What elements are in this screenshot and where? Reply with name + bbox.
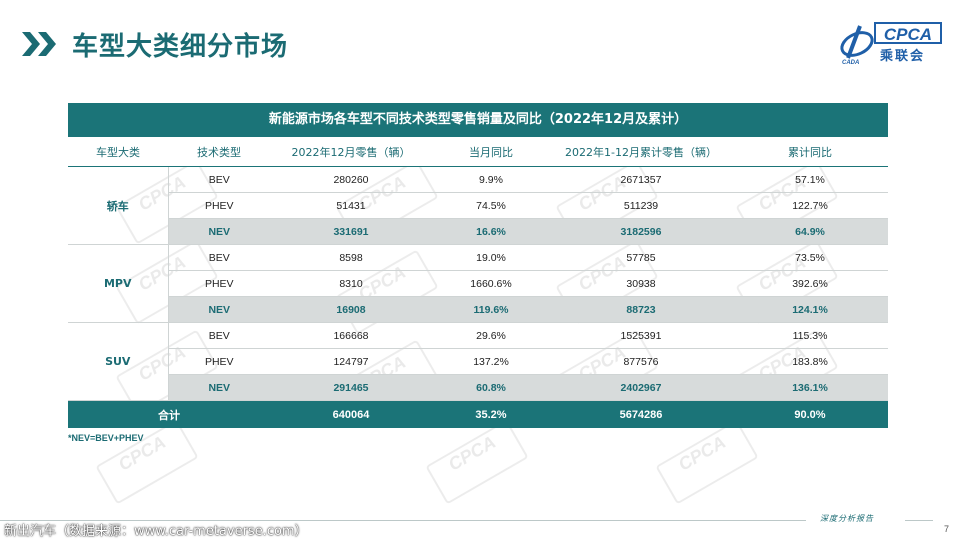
logo-swirl-icon	[840, 25, 874, 59]
cell-dec: 291465	[270, 374, 432, 401]
header-cell: 2022年1-12月累计零售（辆）	[550, 137, 732, 167]
cell-ytd-yoy: 136.1%	[732, 374, 888, 401]
header-cell: 当月同比	[432, 137, 550, 167]
cell-dec: 166668	[270, 322, 432, 349]
cell-dec: 51431	[270, 192, 432, 219]
total-ytd-yoy: 90.0%	[732, 400, 888, 428]
footer-divider	[0, 520, 806, 521]
table-row: PHEV 124797 137.2% 877576 183.8%	[68, 348, 888, 375]
footer-tagline: 深度分析报告	[820, 514, 874, 523]
table-row: NEV 291465 60.8% 2402967 136.1%	[68, 374, 888, 401]
cell-tech: NEV	[168, 296, 270, 323]
cell-mom: 119.6%	[432, 296, 550, 323]
total-mom: 35.2%	[432, 400, 550, 428]
table-row: MPV BEV 8598 19.0% 57785 73.5%	[68, 244, 888, 323]
page-number: 7	[944, 524, 950, 534]
cell-ytd-yoy: 57.1%	[732, 166, 888, 193]
cell-ytd: 3182596	[550, 218, 732, 245]
table-caption: 新能源市场各车型不同技术类型零售销量及同比（2022年12月及累计）	[68, 103, 888, 137]
cell-mom: 19.0%	[432, 244, 550, 271]
watermark: CPCA	[655, 419, 759, 505]
cell-ytd-yoy: 64.9%	[732, 218, 888, 245]
cell-dec: 124797	[270, 348, 432, 375]
cell-tech: BEV	[168, 322, 270, 349]
category-cell: 轿车	[68, 166, 169, 245]
table-row: NEV 16908 119.6% 88723 124.1%	[68, 296, 888, 323]
table-row: PHEV 51431 74.5% 511239 122.7%	[68, 192, 888, 219]
total-dec: 640064	[270, 400, 432, 428]
cell-dec: 16908	[270, 296, 432, 323]
cell-dec: 331691	[270, 218, 432, 245]
cell-ytd-yoy: 124.1%	[732, 296, 888, 323]
total-ytd: 5674286	[550, 400, 732, 428]
logo-small-text: CADA	[842, 60, 860, 66]
cell-ytd-yoy: 183.8%	[732, 348, 888, 375]
cell-ytd: 877576	[550, 348, 732, 375]
header-cell: 车型大类	[68, 137, 168, 167]
sales-table: 新能源市场各车型不同技术类型零售销量及同比（2022年12月及累计） 车型大类 …	[68, 103, 888, 428]
cell-mom: 74.5%	[432, 192, 550, 219]
cell-tech: PHEV	[168, 348, 270, 375]
table-row: NEV 331691 16.6% 3182596 64.9%	[68, 218, 888, 245]
cell-mom: 137.2%	[432, 348, 550, 375]
cell-tech: PHEV	[168, 270, 270, 297]
cell-ytd-yoy: 122.7%	[732, 192, 888, 219]
header-cell: 技术类型	[168, 137, 270, 167]
cell-mom: 29.6%	[432, 322, 550, 349]
logo-subtext: 乘联会	[880, 49, 926, 64]
category-cell: MPV	[68, 244, 169, 323]
cell-tech: BEV	[168, 244, 270, 271]
cell-ytd: 2402967	[550, 374, 732, 401]
cell-mom: 60.8%	[432, 374, 550, 401]
cell-mom: 1660.6%	[432, 270, 550, 297]
cell-tech: BEV	[168, 166, 270, 193]
cell-mom: 16.6%	[432, 218, 550, 245]
title-chevrons-icon	[22, 32, 56, 56]
footnote: *NEV=BEV+PHEV	[68, 433, 144, 443]
total-label: 合计	[68, 400, 270, 428]
footer-divider-right	[905, 520, 933, 521]
cell-ytd: 88723	[550, 296, 732, 323]
total-row: 合计 640064 35.2% 5674286 90.0%	[68, 400, 888, 428]
table-row: PHEV 8310 1660.6% 30938 392.6%	[68, 270, 888, 297]
cell-ytd-yoy: 73.5%	[732, 244, 888, 271]
cell-tech: NEV	[168, 374, 270, 401]
source-credit: 新出汽车（数据来源：www.car-metaverse.com）	[4, 524, 308, 539]
table-row: 轿车 BEV 280260 9.9% 2671357 57.1%	[68, 166, 888, 245]
watermark: CPCA	[425, 419, 529, 505]
category-cell: SUV	[68, 322, 169, 401]
page-title: 车型大类细分市场	[72, 32, 289, 62]
cell-dec: 280260	[270, 166, 432, 193]
cell-ytd: 30938	[550, 270, 732, 297]
cell-ytd: 511239	[550, 192, 732, 219]
cell-dec: 8598	[270, 244, 432, 271]
cell-ytd: 1525391	[550, 322, 732, 349]
cell-tech: NEV	[168, 218, 270, 245]
cell-dec: 8310	[270, 270, 432, 297]
cell-mom: 9.9%	[432, 166, 550, 193]
header-cell: 累计同比	[732, 137, 888, 167]
cell-ytd: 2671357	[550, 166, 732, 193]
logo-text: CPCA	[874, 22, 942, 44]
header-cell: 2022年12月零售（辆）	[270, 137, 432, 167]
table-row: SUV BEV 166668 29.6% 1525391 115.3%	[68, 322, 888, 401]
header-row: 车型大类 技术类型 2022年12月零售（辆） 当月同比 2022年1-12月累…	[68, 137, 888, 167]
cell-ytd-yoy: 115.3%	[732, 322, 888, 349]
cell-ytd-yoy: 392.6%	[732, 270, 888, 297]
cell-tech: PHEV	[168, 192, 270, 219]
data-table: 车型大类 技术类型 2022年12月零售（辆） 当月同比 2022年1-12月累…	[68, 137, 888, 428]
cell-ytd: 57785	[550, 244, 732, 271]
